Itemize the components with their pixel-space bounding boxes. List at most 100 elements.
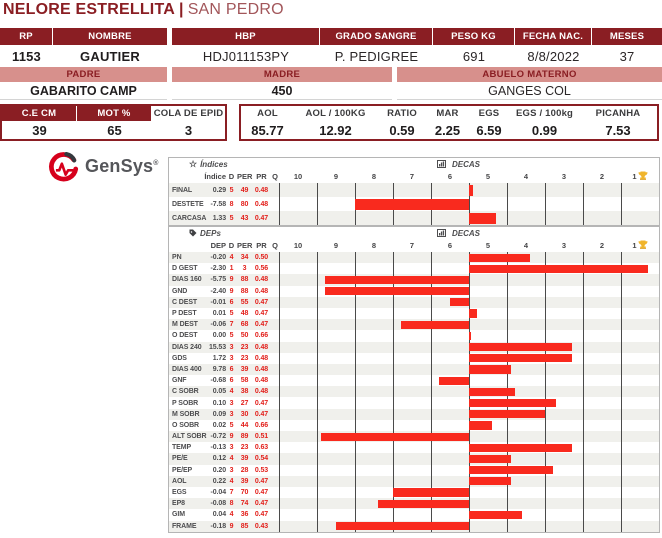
decas-chart-cell [279, 363, 659, 376]
animal-info-table: RP NOMBRE HBP GRADO SANGRE PESO KG FECHA NAC.… [0, 28, 662, 100]
table-row: GNF -0.68 6 58 0.48 [169, 375, 659, 387]
decas-chart-cell [279, 475, 659, 487]
dep-value: 1.72 [212, 354, 226, 362]
animal-value: P. PEDIGREE [334, 48, 419, 64]
decas-chart-cell [279, 386, 659, 398]
percentile-value: 58 [240, 377, 249, 385]
percentile-value: 80 [240, 200, 249, 208]
column-header: PR [256, 241, 267, 250]
decas-chart-cell [279, 352, 659, 364]
table-row: GDS 1.72 3 23 0.48 [169, 352, 659, 364]
dep-bar [469, 510, 523, 519]
decile-value: 3 [229, 399, 234, 407]
table-row: PN -0.20 4 34 0.50 [169, 252, 659, 264]
dep-value: -0.04 [210, 489, 227, 497]
row-label: DIAS 160 [172, 276, 202, 284]
column-header: Índice [204, 172, 226, 181]
decas-chart-cell [279, 319, 659, 331]
dep-bar [469, 410, 545, 419]
carcass-box-column: AOL / 100KG 12.92 [294, 106, 377, 139]
column-header: PR [256, 172, 267, 181]
carcass-box: AOL 85.77 AOL / 100KG 12.92 RATIO 0.59 MAR 2.25… [239, 104, 659, 141]
accuracy-value: 0.48 [254, 377, 269, 385]
carcass-box-value: 2.25 [434, 122, 461, 138]
row-label: CARCASA [172, 214, 207, 222]
row-label: GDS [172, 354, 187, 362]
table-row: DESTETE -7.58 8 80 0.48 [169, 197, 659, 211]
row-label: GNF [172, 377, 187, 385]
accuracy-value: 0.66 [254, 421, 269, 429]
scale-number: 1 [621, 240, 659, 251]
decile-value: 7 [229, 489, 234, 497]
carcass-box-header: AOL [257, 108, 278, 119]
dep-bar [469, 309, 477, 318]
decas-chart-cell [279, 408, 659, 420]
animal-value: HDJ011153PY [202, 48, 290, 64]
percentile-value: 39 [240, 455, 249, 463]
farm-name: NELORE ESTRELLITA [3, 1, 175, 18]
row-label: EGS [172, 489, 187, 497]
page-title: NELORE ESTRELLITA | SAN PEDRO [3, 1, 284, 19]
accuracy-value: 0.47 [254, 399, 269, 407]
accuracy-value: 0.47 [254, 214, 269, 222]
row-label: DIAS 240 [172, 343, 202, 351]
pedigree-header-row: PADRE MADRE ABUELO MATERNO [0, 67, 662, 82]
dep-bar [377, 499, 469, 508]
percentile-value: 68 [240, 321, 249, 329]
dep-value: -2.30 [210, 265, 227, 273]
scale-number: 5 [485, 241, 491, 250]
accuracy-value: 0.48 [254, 343, 269, 351]
scale-number: 9 [333, 241, 339, 250]
accuracy-value: 0.53 [254, 466, 269, 474]
decas-chart-cell [279, 431, 659, 443]
dep-bar [469, 212, 496, 224]
scale-number: 8 [371, 241, 377, 250]
decile-value: 4 [229, 455, 234, 463]
decas-chart-cell [279, 464, 659, 476]
decile-value: 9 [229, 276, 234, 284]
row-label: GND [172, 287, 188, 295]
dep-value: 15.53 [208, 343, 226, 351]
decile-value: 4 [229, 254, 234, 262]
dep-value: 0.01 [212, 310, 226, 318]
scale-number: 6 [447, 172, 453, 181]
pedigree-value-row: GABARITO CAMP 450 GANGES COL [0, 82, 662, 100]
accuracy-value: 0.47 [254, 298, 269, 306]
decas-chart-cell [279, 509, 659, 521]
pedigree-header: ABUELO MATERNO [397, 67, 662, 82]
animal-value-block: 1153 GAUTIER [0, 45, 167, 67]
decas-chart-cell [279, 274, 659, 286]
carcass-box-value: 0.59 [389, 122, 415, 138]
animal-value-row: 1153 GAUTIER HDJ011153PY P. PEDIGREE 691 8/8/… [0, 45, 662, 67]
dep-value: 0.29 [212, 186, 226, 194]
decile-value: 5 [229, 186, 234, 194]
decas-chart-cell [279, 296, 659, 308]
accuracy-value: 0.47 [254, 489, 269, 497]
animal-header-row: RP NOMBRE HBP GRADO SANGRE PESO KG FECHA NAC.… [0, 28, 662, 45]
column-header: PER [237, 241, 253, 250]
scale-number: 2 [599, 172, 605, 181]
decile-value: 5 [229, 421, 234, 429]
decas-chart-cell [279, 307, 659, 320]
accuracy-value: 0.47 [254, 410, 269, 418]
column-header: Q [272, 241, 278, 250]
scale-number: 5 [485, 172, 491, 181]
scale-number: 4 [523, 241, 529, 250]
carcass-box-value: 0.99 [531, 122, 558, 138]
decas-chart-cell [279, 453, 659, 465]
decas-label-text: DECAS [452, 228, 481, 238]
accuracy-value: 0.43 [254, 522, 269, 530]
row-label: EP8 [172, 500, 185, 508]
registered-mark: ® [153, 160, 159, 167]
dep-bar [469, 264, 648, 273]
decile-value: 6 [229, 377, 234, 385]
bar-chart-icon [437, 229, 446, 237]
animal-value: 691 [462, 48, 486, 64]
dep-value: -7.58 [210, 200, 227, 208]
percentile-value: 85 [240, 522, 249, 530]
row-label: TEMP [172, 444, 192, 452]
decas-chart-cell [279, 397, 659, 409]
dep-bar [438, 376, 469, 385]
dep-bar [320, 432, 469, 441]
table-row: C SOBR 0.05 4 38 0.48 [169, 386, 659, 398]
